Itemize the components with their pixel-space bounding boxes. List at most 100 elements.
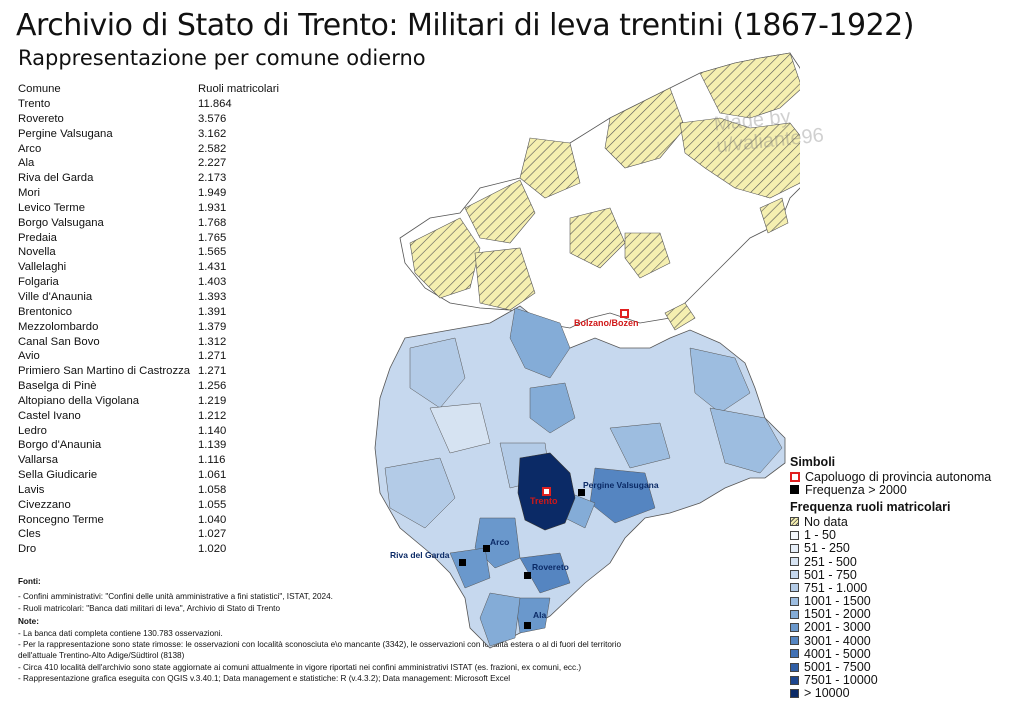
legend-label: No data [804,514,848,529]
comune-name: Levico Terme [18,201,85,214]
ruoli-count: 1.271 [198,350,227,363]
legend-class-item: 501 - 750 [790,568,991,582]
nodata-patch [569,207,626,269]
ruoli-count: 1.055 [198,498,227,511]
capital-symbol-trento [542,487,551,496]
ruoli-count: 1.431 [198,261,227,274]
municipality [589,467,656,524]
municipality [429,402,491,454]
ruoli-count: 3.576 [198,112,227,125]
legend-freq-title: Frequenza ruoli matricolari [790,500,951,515]
comune-name: Roncegno Terme [18,513,104,526]
ruoli-count: 2.582 [198,142,227,155]
legend-class-item: 51 - 250 [790,541,991,555]
nodata-patch [624,232,671,279]
ruoli-count: 1.256 [198,380,227,393]
comune-name: Cles [18,528,41,541]
ruoli-count: 3.162 [198,127,227,140]
legend-class-item: 3001 - 4000 [790,634,991,648]
ruoli-count: 11.864 [198,98,232,110]
capital-square-icon [790,471,800,482]
legend-item-capital: Capoluogo di provincia autonoma [790,470,991,484]
ruoli-count: 1.061 [198,469,227,482]
legend-swatch [790,622,799,632]
comune-name: Primiero San Martino di Castrozza [18,365,191,378]
col-header-comune: Comune [18,83,61,95]
fonti-line: - Ruoli matricolari: "Banca dati militar… [18,603,281,613]
ruoli-count: 1.219 [198,394,227,407]
ruoli-count: 1.379 [198,320,227,333]
comune-name: Mori [18,187,40,200]
fonti-title: Fonti: [18,577,41,586]
note-line: - Per la rappresentazione sono state rim… [18,640,622,661]
ruoli-count: 2.227 [198,157,227,170]
ruoli-count: 1.116 [198,454,226,467]
legend-label: 1501 - 2000 [804,607,871,622]
note-line: - Circa 410 località dell'archivio sono … [18,662,582,672]
comune-name: Rovereto [18,112,64,125]
comune-name: Folgaria [18,276,59,289]
legend-class-item: 251 - 500 [790,555,991,569]
legend-class-item: 4001 - 5000 [790,646,991,661]
municipality [529,382,576,434]
comune-name: Mezzolombardo [18,320,99,333]
legend-label: 4001 - 5000 [804,646,871,661]
map-legend: Simboli Capoluogo di provincia autonoma … [790,455,991,700]
legend-swatch [790,557,799,567]
label-trento: Trento [530,496,558,506]
nodata-patch [474,247,536,311]
comune-name: Arco [18,142,42,155]
nodata-patch [759,197,789,234]
label-bolzano: Bolzano/Bozen [574,318,639,328]
comune-name: Castel Ivano [18,409,81,422]
legend-class-item: 1001 - 1500 [790,594,991,608]
note-line: - Rappresentazione grafica eseguita con … [18,674,511,684]
municipality [479,592,521,647]
legend-swatch [790,688,799,698]
ruoli-count: 1.139 [198,439,227,452]
freq-symbol-arco [483,545,490,552]
freq-symbol-riva [459,559,466,566]
comune-name: Ledro [18,424,47,437]
legend-label: 2001 - 3000 [804,620,871,635]
municipality [709,407,783,474]
nodata-patch [699,52,800,119]
legend-label: > 10000 [804,686,850,701]
legend-class-item: 2001 - 3000 [790,620,991,635]
legend-swatch [790,583,799,593]
nodata-patch [519,137,581,199]
comune-name: Sella Giudicarie [18,469,98,482]
comune-name: Ala [18,157,35,170]
legend-label: 751 - 1.000 [804,580,868,595]
municipality [509,307,571,379]
legend-swatch [790,609,799,619]
legend-item-freq: Frequenza > 2000 [790,483,991,497]
ruoli-count: 1.140 [198,424,227,437]
comune-name: Avio [18,350,40,363]
legend-symbols-title: Simboli [790,455,836,469]
ruoli-count: 1.271 [198,365,227,378]
note-line: - La banca dati completa contiene 130.78… [18,628,223,638]
legend-swatch [790,596,799,606]
freq-symbol-rovereto [524,572,531,579]
ruoli-count: 1.949 [198,187,227,200]
legend-class-item: 1501 - 2000 [790,607,991,622]
comune-name: Lavis [18,483,45,496]
ruoli-count: 1.020 [198,543,227,556]
ruoli-count: 1.768 [198,216,227,229]
comune-name: Pergine Valsugana [18,127,113,140]
label-pergine: Pergine Valsugana [583,480,659,490]
fonti-line: - Confini amministrativi: "Confini delle… [18,592,333,602]
legend-swatch [790,649,799,659]
notes-block: Fonti: - Confini amministrativi: "Confin… [18,574,628,685]
comune-name: Predaia [18,231,57,244]
black-square-icon [790,485,799,495]
ruoli-count: 1.765 [198,231,227,244]
municipality [409,337,466,409]
ruoli-count: 2.173 [198,172,227,185]
comune-name: Baselga di Pinè [18,380,97,393]
comune-name: Ville d'Anaunia [18,290,93,303]
capital-symbol-bolzano [620,309,629,318]
municipality [514,597,551,634]
comune-name: Trento [18,98,51,110]
